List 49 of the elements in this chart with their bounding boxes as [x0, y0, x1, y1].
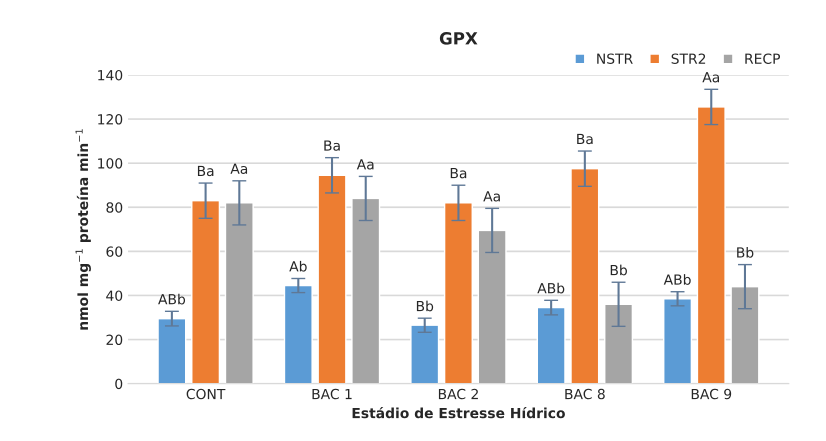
bar [191, 200, 220, 384]
bar [730, 286, 760, 384]
data-label: ABb [664, 274, 691, 285]
x-axis-title: Estádio de Estresse Hídrico [352, 406, 565, 418]
data-label: ABb [158, 294, 186, 304]
data-label: Aa [483, 191, 500, 202]
y-tick-label: 120 [98, 114, 122, 125]
data-label: Bb [416, 300, 434, 312]
bar [536, 306, 566, 384]
chart-title: GPX [440, 32, 478, 45]
data-label: Bb [737, 246, 754, 258]
bar [570, 168, 600, 384]
bar [444, 202, 473, 384]
x-tick-label: BAC 1 [312, 388, 352, 400]
data-label: Ab [289, 260, 307, 272]
data-label: Aa [230, 164, 248, 174]
data-label: Ba [324, 140, 340, 151]
legend-label: NSTR [597, 53, 633, 64]
legend-label: STR2 [672, 53, 706, 64]
y-axis-title: nmol mg$^{−1}$ proteína min$^{−1}$ [76, 129, 91, 330]
x-tick-label: BAC 8 [565, 388, 605, 400]
data-label: ABb [537, 282, 564, 294]
data-label: Ba [198, 166, 214, 176]
x-tick-label: CONT [186, 388, 226, 400]
y-tick-label: 100 [98, 158, 122, 169]
x-tick-label: BAC 9 [692, 388, 732, 400]
data-label: Aa [702, 72, 720, 82]
bar [318, 174, 347, 384]
data-label: Ba [577, 134, 593, 144]
y-tick-label: 0 [115, 378, 122, 390]
bar [604, 304, 634, 384]
data-label: Ba [450, 168, 466, 178]
bar [351, 198, 380, 384]
x-tick-label: BAC 2 [438, 388, 478, 400]
y-tick-label: 60 [106, 246, 122, 257]
y-tick-label: 140 [98, 70, 122, 80]
bar [157, 318, 186, 384]
data-label: Bb [610, 264, 627, 276]
y-tick-label: 20 [106, 334, 122, 346]
bar [284, 284, 313, 384]
data-label: Aa [356, 159, 374, 170]
bar [663, 298, 692, 384]
legend-label: RECP [745, 53, 780, 64]
bar [410, 324, 440, 384]
y-tick-label: 80 [106, 202, 122, 213]
bar [696, 106, 726, 384]
bar [224, 202, 254, 384]
bar [478, 230, 507, 384]
y-tick-label: 40 [106, 290, 122, 301]
